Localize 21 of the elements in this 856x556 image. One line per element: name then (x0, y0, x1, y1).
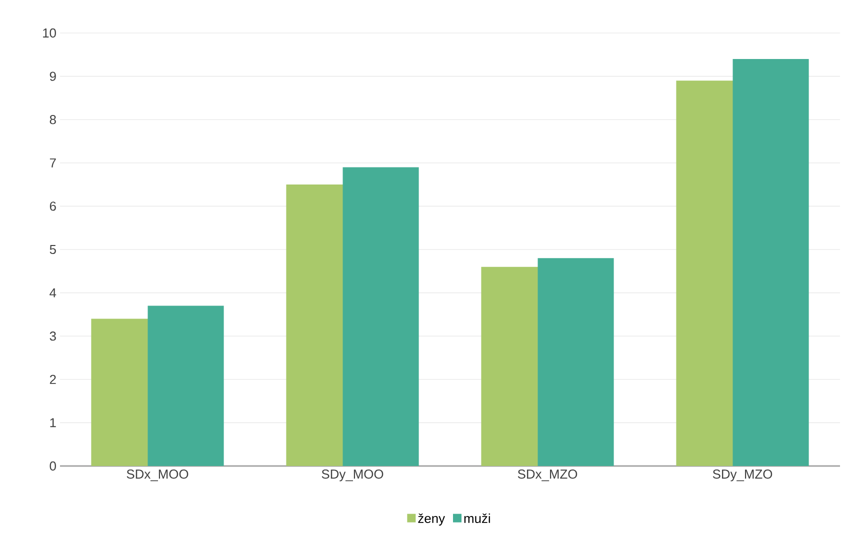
legend-label: muži (464, 513, 490, 524)
y-tick-label: 10 (43, 28, 56, 38)
y-tick-label: 8 (50, 115, 56, 124)
legend-label: ženy (418, 513, 445, 526)
x-tick-label: SDx_MZO (518, 470, 578, 482)
y-tick-label: 6 (50, 202, 56, 211)
bar (148, 306, 224, 466)
y-tick-label: 3 (50, 332, 56, 341)
x-tick-label: SDy_MOO (322, 470, 384, 482)
y-tick-label: 1 (50, 418, 56, 428)
x-tick-label: SDy_MZO (712, 470, 772, 482)
y-tick-label: 7 (50, 158, 56, 168)
x-tick-label: SDx_MOO (126, 470, 188, 482)
y-tick-label: 0 (50, 461, 56, 471)
y-tick-label: 4 (50, 288, 56, 298)
bar (538, 258, 614, 466)
bar (342, 167, 419, 466)
bar (732, 58, 809, 466)
y-tick-label: 2 (50, 374, 56, 384)
y-tick-label: 5 (50, 244, 56, 254)
y-tick-label: 9 (50, 72, 56, 81)
